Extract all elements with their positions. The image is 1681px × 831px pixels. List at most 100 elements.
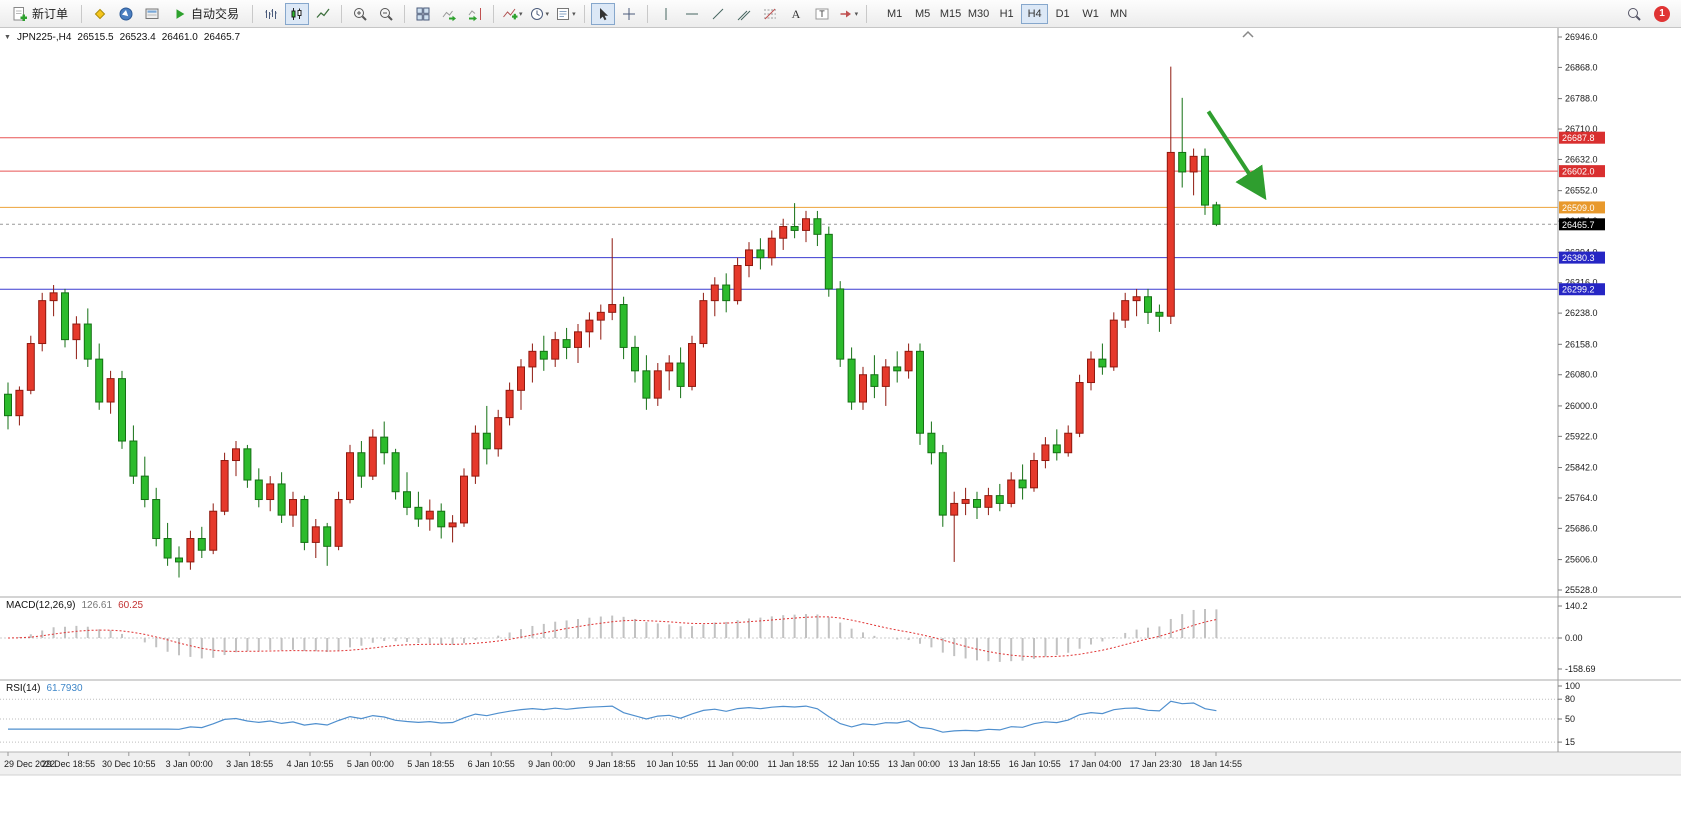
new-order-button[interactable]: 新订单 [5,3,75,25]
timeframe-H4[interactable]: H4 [1021,3,1049,24]
line-chart-mode-button[interactable] [311,3,335,25]
candle-body [973,499,981,508]
notification-badge[interactable]: 1 [1654,5,1670,22]
candle-body [220,460,229,512]
market-watch-icon [94,8,106,19]
quote-close: 26465.7 [203,32,241,43]
horizontal-line-icon [685,13,698,14]
crosshair-tool-button[interactable] [617,3,641,25]
timeframe-W1[interactable]: W1 [1077,4,1104,24]
rsi-value: 61.7930 [46,683,83,694]
price-scale[interactable]: 26946.0 26868.0 26788.0 26710.0 26632.0 26552… [1557,28,1605,752]
candle-body [1041,444,1050,462]
market-watch-button[interactable] [88,3,112,25]
toolbar-separator [493,4,495,23]
timeframe-MN[interactable]: MN [1105,4,1132,24]
arrows-tool-button[interactable]: ▾ [836,3,861,25]
candle-body [414,506,423,520]
candle-body [938,452,947,516]
timeframe-group: M1 M5 M15 M30 H1 H4 D1 W1 MN [881,3,1132,24]
candle-body [95,358,104,403]
fibonacci-tool-button[interactable] [758,3,782,25]
candle-body [49,292,58,302]
timeframe-M15[interactable]: M15 [937,4,964,24]
candle-body [790,226,799,231]
candle-body [676,362,685,387]
timeframe-M30[interactable]: M30 [965,4,992,24]
terminal-icon [145,8,159,19]
trend-arrow[interactable] [1206,110,1267,201]
price-tick-label: 26710.0 [1565,124,1598,134]
level-price-badge [1559,283,1605,296]
vertical-line-tool-button[interactable] [654,3,678,25]
candle-body [140,475,149,501]
price-tick-label: 26946.0 [1565,32,1598,42]
periods-button[interactable]: ▾ [527,3,552,25]
terminal-button[interactable] [140,3,164,25]
text-tool-button[interactable]: A [784,3,808,25]
periods-icon [530,7,543,20]
line-chart-icon [316,8,330,18]
templates-button[interactable]: ▾ [553,3,578,25]
zoom-in-button[interactable] [348,3,372,25]
horizontal-line-tool-button[interactable] [680,3,704,25]
candle-body [1052,444,1061,454]
macd-main-value: 126.61 [81,600,113,611]
one-click-panel-toggle[interactable]: ▼ [4,33,11,41]
price-tick-label: 25686.0 [1565,523,1598,533]
bar-chart-mode-button[interactable] [259,3,283,25]
auto-scroll-button[interactable] [437,3,461,25]
fibonacci-icon [763,8,776,19]
candle-body [1166,151,1175,317]
svg-text:A: A [791,7,800,21]
navigator-button[interactable] [114,3,138,25]
time-label: 5 Jan 18:55 [407,759,454,769]
timeframe-H1[interactable]: H1 [993,4,1020,24]
timeframe-M5[interactable]: M5 [909,4,936,24]
candle-body [460,475,468,524]
auto-trading-label: 自动交易 [191,7,240,21]
candle-body [836,288,845,360]
indicators-icon [503,8,518,19]
candle-body [72,323,81,341]
time-label: 17 Jan 23:30 [1130,759,1182,769]
candle-body [254,479,263,501]
candle-body [904,350,913,372]
trendline-tool-button[interactable] [706,3,730,25]
time-label: 5 Jan 00:00 [347,759,394,769]
search-button[interactable] [1622,3,1646,25]
chart-header: ▼ JPN225-,H4 26515.5 26523.4 26461.0 264… [4,32,240,43]
candle-body [61,292,69,341]
macd-scale-label: 140.2 [1565,601,1588,611]
candle-body [881,366,890,387]
auto-trading-button[interactable]: 自动交易 [166,3,246,25]
indicators-button[interactable]: ▾ [500,3,525,25]
zoom-out-button[interactable] [374,3,398,25]
macd-label: MACD(12,26,9) [6,600,76,611]
text-label-tool-button[interactable]: T [810,3,834,25]
channel-tool-button[interactable] [732,3,756,25]
new-order-icon [13,6,27,21]
candle-body [847,358,856,403]
candlestick-mode-button[interactable] [285,2,310,25]
chart-shift-button[interactable] [463,3,487,25]
candle-body [574,331,582,348]
candle-body [859,374,867,403]
timeframe-M1[interactable]: M1 [881,4,908,24]
timeframe-D1[interactable]: D1 [1049,4,1076,24]
text-icon: A [791,7,800,21]
tile-windows-button[interactable] [411,3,435,25]
candle-body [471,432,480,477]
candle-body [15,389,24,417]
candle-body [665,362,674,372]
dropdown-caret-icon: ▾ [854,10,859,18]
candle-body [437,510,446,528]
cursor-tool-button[interactable] [590,2,615,25]
candle-body [927,432,936,454]
rsi-scale-label: 80 [1565,694,1575,704]
candle-body [83,323,92,360]
time-axis-bar[interactable] [0,752,1681,775]
rsi-label: RSI(14) [6,683,41,694]
